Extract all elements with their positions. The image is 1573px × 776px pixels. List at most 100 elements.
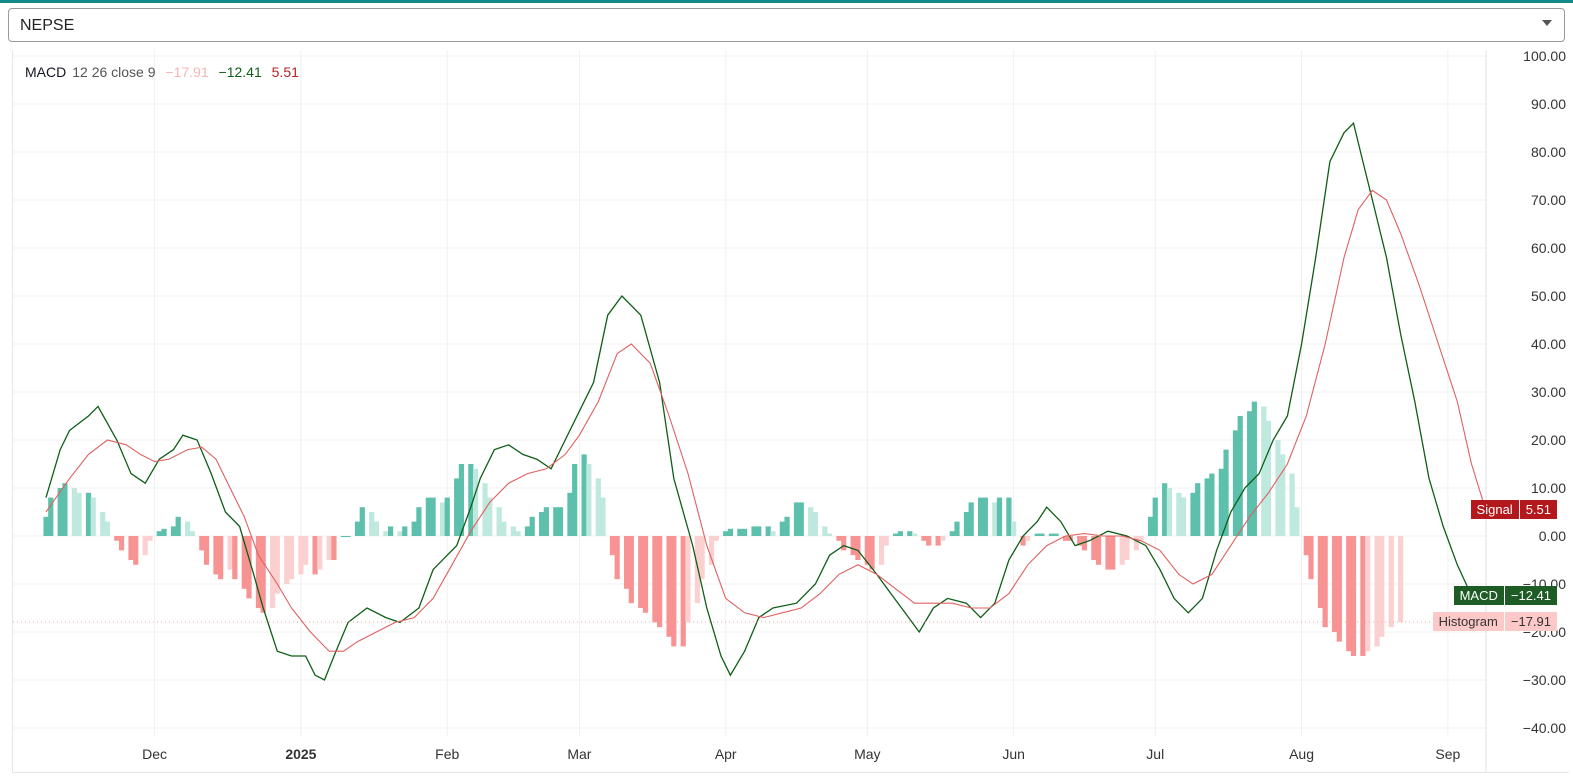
histogram-bar [1350,536,1357,656]
chevron-down-icon[interactable] [1542,20,1552,26]
histogram-bar [57,488,63,536]
histogram-bar [1204,478,1210,536]
histogram-bar [373,521,380,536]
x-tick-label: May [854,746,880,762]
histogram-bar [1162,483,1168,536]
macd-chart[interactable]: 100.00 90.00 80.00 70.00 60.00 50.00 40.00 30.0… [12,50,1569,773]
histogram-bar [1039,533,1045,536]
histogram-bar [657,536,663,628]
histogram-bar [133,536,139,565]
signal-price-tag: Signal 5.51 [1470,499,1557,519]
histogram-bar [529,516,535,536]
histogram-bar [1180,497,1187,536]
histogram-bar [114,536,120,541]
histogram-bar [1379,536,1385,637]
histogram-bar [1034,533,1040,536]
macd-chart-svg[interactable]: 100.00 90.00 80.00 70.00 60.00 50.00 40.00 30.0… [13,50,1569,772]
histogram-bar [539,512,545,536]
histogram-bar [439,502,446,536]
histogram-bar [954,521,960,536]
histogram-bar [609,536,616,556]
histogram-bar [968,502,974,536]
histogram-bar [921,536,927,541]
histogram-bar [694,536,700,604]
histogram-bar [897,531,903,536]
y-tick-label: 30.00 [1531,384,1566,400]
histogram-bar [883,536,889,546]
histogram-bar [1048,533,1054,536]
histogram-bar [864,536,870,565]
histogram-bar [1011,521,1017,536]
histogram-bar [1053,533,1059,536]
histogram-bar [808,507,814,536]
signal-tag-label: Signal [1470,499,1519,519]
histogram-bar [723,531,729,536]
histogram-bar [963,512,970,536]
histogram-bar [1360,536,1366,656]
histogram-bar [1374,536,1380,647]
histogram-bar [425,497,431,536]
histogram-bar [878,536,885,565]
histogram-bar [996,497,1003,536]
histogram-bar [312,536,318,575]
histogram-bar [784,516,790,536]
histogram-bar [557,507,564,536]
histogram-bar [671,536,677,647]
histogram-bar [1025,536,1031,541]
y-tick-label: 20.00 [1531,432,1566,448]
histogram-bar [218,536,224,580]
histogram-bar [1365,536,1371,652]
indicator-legend: MACD 12 26 close 9 −17.91 −12.41 5.51 [25,64,305,80]
y-tick-label: 0.00 [1539,528,1566,544]
histogram-bar [1077,536,1083,546]
histogram-bar [685,536,691,623]
histogram-bar [1081,536,1088,551]
signal-line [45,189,1486,652]
histogram-bar [62,483,68,536]
histogram-bar [869,536,875,570]
histogram-bar [1317,536,1324,608]
histogram-bar [48,497,54,536]
histogram-bar [189,531,195,536]
legend-macd-value: −12.41 [218,64,262,80]
histogram-bar [982,497,988,536]
top-accent-bar [0,0,1573,3]
histogram-bar [501,521,507,536]
y-tick-label: −30.00 [1523,672,1566,688]
histogram-bar [1119,536,1125,565]
histogram-bar [812,512,818,536]
histogram-tag-value: −17.91 [1504,611,1557,631]
histogram-bar [199,536,205,551]
histogram-bar [402,526,408,536]
histogram-bar [1138,536,1144,541]
legend-indicator-name: MACD [25,64,67,80]
histogram-bar [751,526,757,536]
histogram-bar [397,531,403,536]
histogram-bar [246,536,252,599]
histogram-bar [826,533,833,536]
histogram-bar [628,536,634,604]
histogram-bar [666,536,672,637]
histogram-bar [416,507,422,536]
symbol-select[interactable]: NEPSE [8,8,1565,42]
histogram-bar [765,526,771,536]
histogram-bar [1147,516,1154,536]
histogram-bar [1346,536,1352,652]
histogram-bar [468,464,474,536]
histogram-bar [524,526,531,536]
histogram-bar [100,512,106,536]
y-tick-label: 50.00 [1531,288,1566,304]
histogram-bar [76,492,82,536]
histogram-bar [926,536,932,546]
histogram-bar [567,492,573,536]
histogram-bar [260,536,266,613]
histogram-bar [624,536,630,589]
y-tick-label: −40.00 [1523,720,1566,736]
histogram-bar [1280,454,1286,536]
histogram-bar [340,536,346,537]
histogram-bar [1388,536,1394,628]
histogram-bar [359,507,365,536]
histogram-bar [1265,420,1272,536]
histogram-bar [1195,483,1201,536]
histogram-bar [161,528,167,536]
